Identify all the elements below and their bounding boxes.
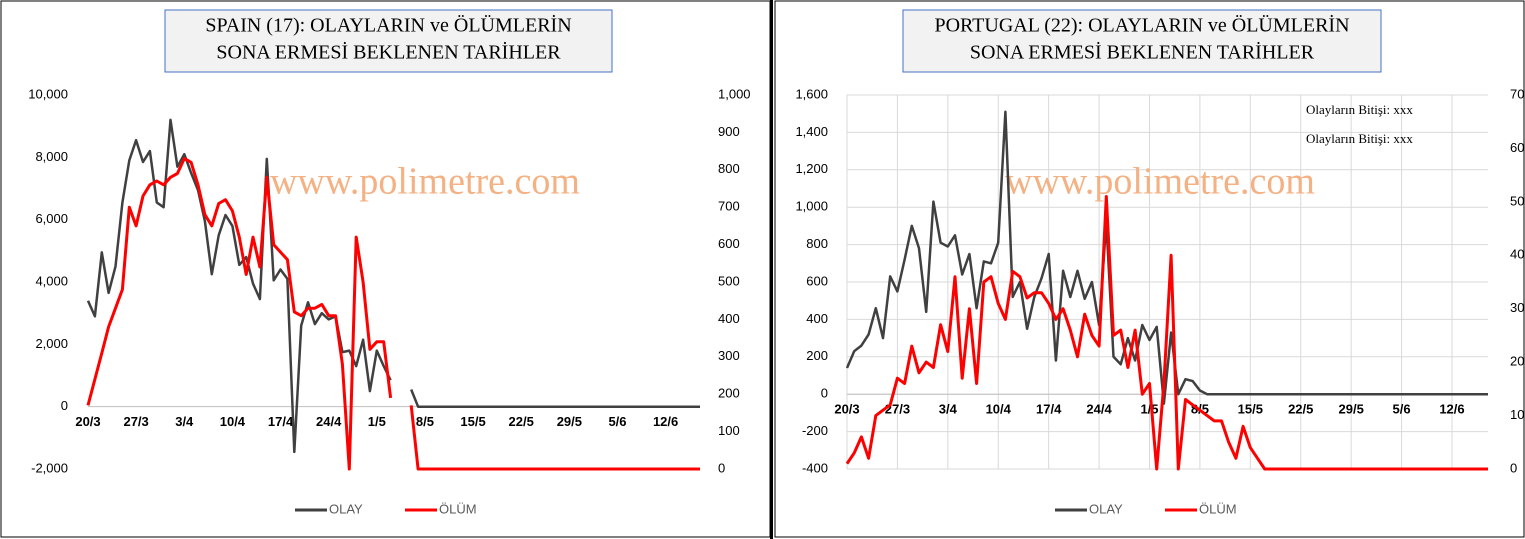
x-tick-label: 24/4	[1086, 402, 1112, 417]
x-tick-label: 29/5	[1339, 402, 1364, 417]
x-tick-label: 27/3	[123, 414, 148, 429]
y-tick-label: 800	[806, 236, 828, 251]
title-box	[902, 9, 1382, 73]
y-tick-label: -2,000	[31, 460, 68, 475]
y2-tick-label: 400	[1510, 247, 1525, 262]
y2-tick-label: 0	[718, 460, 725, 475]
y2-tick-label: 500	[1510, 193, 1525, 208]
x-tick-label: 20/3	[834, 402, 859, 417]
x-tick-label: 29/5	[557, 414, 582, 429]
y-tick-label: 1,600	[795, 86, 828, 101]
series-line	[845, 195, 1488, 471]
x-tick-label: 15/5	[460, 414, 485, 429]
x-tick-label: 22/5	[509, 414, 534, 429]
chart-title: SONA ERMESİ BEKLENEN TARİHLER	[970, 41, 1315, 64]
y-tick-label: -400	[802, 460, 828, 475]
x-tick-label: 15/5	[1238, 402, 1263, 417]
x-tick-label: 5/6	[1393, 402, 1411, 417]
chart-title: SONA ERMESİ BEKLENEN TARİHLER	[216, 41, 561, 64]
y-tick-label: 4,000	[35, 273, 68, 288]
x-tick-label: 20/3	[75, 414, 100, 429]
y2-tick-label: 200	[718, 386, 740, 401]
series-line	[845, 110, 1488, 405]
y-tick-label: 1,400	[795, 124, 828, 139]
y2-tick-label: 700	[718, 199, 740, 214]
x-tick-label: 8/5	[416, 414, 434, 429]
y-tick-label: 600	[806, 273, 828, 288]
y-tick-label: 10,000	[28, 86, 68, 101]
annotation: Olayların Bitişi: xxx	[1306, 102, 1413, 117]
y2-tick-label: 300	[1510, 300, 1525, 315]
y-tick-label: 6,000	[35, 211, 68, 226]
y2-tick-label: 1,000	[718, 86, 751, 101]
y2-tick-label: 400	[718, 311, 740, 326]
legend-label: OLAY	[1089, 501, 1123, 516]
y2-tick-label: 100	[1510, 407, 1525, 422]
legend-label: ÖLÜM	[439, 501, 477, 516]
y-tick-label: 1,000	[795, 199, 828, 214]
series-line	[86, 157, 700, 471]
y-tick-label: 0	[821, 386, 828, 401]
watermark: www.polimetre.com	[1005, 161, 1315, 203]
x-tick-label: 12/6	[1439, 402, 1464, 417]
x-tick-label: 22/5	[1288, 402, 1313, 417]
y2-tick-label: 600	[718, 236, 740, 251]
x-tick-label: 27/3	[885, 402, 910, 417]
panel-separator	[770, 0, 773, 539]
legend-label: ÖLÜM	[1199, 501, 1237, 516]
x-tick-label: 17/4	[1036, 402, 1062, 417]
x-tick-label: 10/4	[220, 414, 246, 429]
x-tick-label: 10/4	[986, 402, 1012, 417]
x-tick-label: 3/4	[939, 402, 958, 417]
y2-tick-label: 800	[718, 161, 740, 176]
y-tick-label: 0	[61, 398, 68, 413]
y2-tick-label: 900	[718, 124, 740, 139]
y2-tick-label: 300	[718, 348, 740, 363]
x-tick-label: 1/5	[368, 414, 386, 429]
y2-tick-label: 500	[718, 273, 740, 288]
legend-label: OLAY	[329, 501, 363, 516]
x-tick-label: 1/5	[1140, 402, 1158, 417]
panel-border	[0, 0, 771, 538]
title-box	[164, 9, 613, 73]
y2-tick-label: 600	[1510, 140, 1525, 155]
y2-tick-label: 200	[1510, 354, 1525, 369]
y-tick-label: 2,000	[35, 336, 68, 351]
chart-title: SPAIN (17): OLAYLARIN ve ÖLÜMLERİN	[205, 14, 571, 37]
y2-tick-label: 100	[718, 423, 740, 438]
x-tick-label: 24/4	[316, 414, 342, 429]
x-tick-label: 12/6	[653, 414, 678, 429]
x-tick-label: 17/4	[268, 414, 294, 429]
y-tick-label: 400	[806, 311, 828, 326]
y-tick-label: -200	[802, 423, 828, 438]
chart-title: PORTUGAL (22): OLAYLARIN ve ÖLÜMLERİN	[934, 14, 1349, 37]
annotation: Olayların Bitişi: xxx	[1306, 131, 1413, 146]
x-tick-label: 5/6	[608, 414, 626, 429]
y-tick-label: 1,200	[795, 161, 828, 176]
watermark: www.polimetre.com	[270, 161, 580, 203]
y-tick-label: 200	[806, 348, 828, 363]
y2-tick-label: 700	[1510, 86, 1525, 101]
x-tick-label: 3/4	[175, 414, 194, 429]
y-tick-label: 8,000	[35, 149, 68, 164]
y2-tick-label: 0	[1510, 460, 1517, 475]
